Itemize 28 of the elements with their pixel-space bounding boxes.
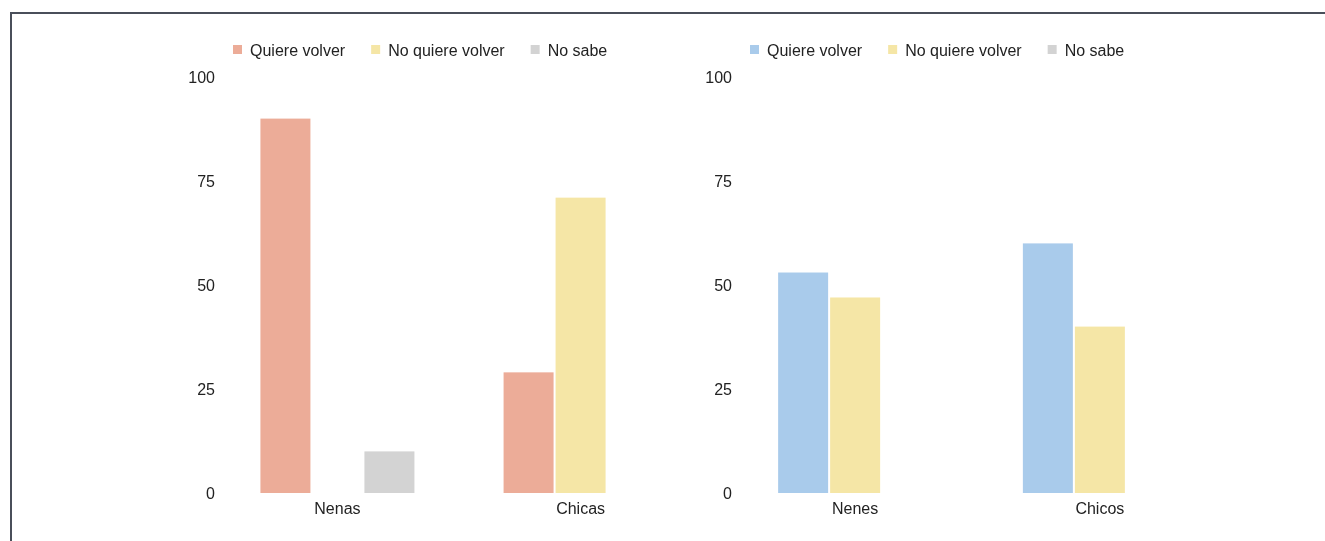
bar — [260, 118, 311, 493]
y-tick-label: 75 — [714, 172, 733, 190]
bar — [778, 272, 829, 493]
y-tick-label: 25 — [197, 380, 216, 398]
y-tick-label: 75 — [197, 172, 216, 190]
x-tick-label: Chicas — [556, 500, 606, 518]
y-tick-label: 50 — [197, 276, 216, 294]
x-tick-label: Nenes — [832, 500, 879, 518]
bar — [503, 372, 554, 493]
y-tick-label: 0 — [206, 484, 216, 502]
y-tick-label: 25 — [714, 380, 733, 398]
y-tick-label: 50 — [714, 276, 733, 294]
legend-label: No quiere volver — [905, 41, 1023, 59]
y-tick-label: 0 — [723, 484, 733, 502]
bar — [555, 197, 606, 493]
legend-label: No sabe — [1064, 41, 1125, 59]
legend-label: No quiere volver — [388, 41, 506, 59]
bar — [1074, 326, 1125, 493]
legend-label: Quiere volver — [767, 41, 863, 59]
x-tick-label: Chicos — [1075, 500, 1125, 518]
bar — [830, 297, 881, 493]
y-tick-label: 100 — [705, 68, 733, 86]
legend-label: No sabe — [547, 41, 608, 59]
x-tick-label: Nenas — [314, 500, 361, 518]
legend-label: Quiere volver — [250, 41, 346, 59]
bar — [1022, 243, 1073, 493]
bar — [364, 451, 415, 493]
y-tick-label: 100 — [188, 68, 216, 86]
